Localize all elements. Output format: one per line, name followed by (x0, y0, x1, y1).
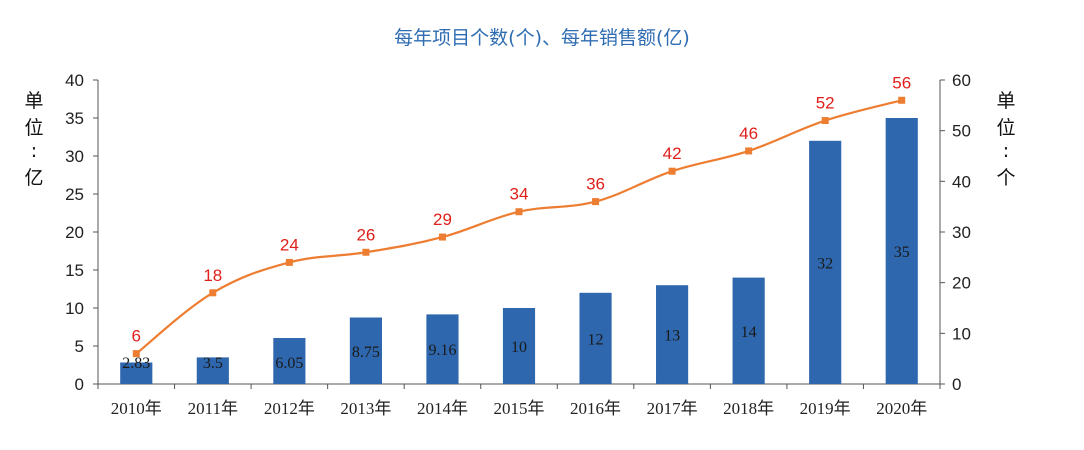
left-tick-label: 15 (65, 261, 84, 280)
line-data-label: 42 (663, 144, 682, 163)
right-tick-label: 10 (952, 324, 971, 343)
bar (196, 357, 229, 384)
bar-data-label: 9.16 (428, 342, 456, 359)
bar (732, 277, 765, 384)
x-tick-label: 2017年 (647, 399, 698, 418)
left-tick-label: 25 (65, 185, 84, 204)
right-axis-label: 单 位 : 个 (996, 90, 1015, 189)
right-axis-label-char: : (1003, 140, 1009, 162)
bar (885, 118, 918, 384)
line-data-label: 34 (510, 185, 529, 204)
line-point (362, 248, 370, 256)
x-tick-label: 2015年 (494, 399, 545, 418)
bar-data-label: 8.75 (352, 344, 380, 361)
line-point (285, 258, 293, 266)
line-point (745, 147, 753, 155)
line-point (668, 167, 676, 175)
right-tick-label: 0 (952, 375, 961, 394)
left-tick-label: 35 (65, 109, 84, 128)
right-axis-label-char: 个 (996, 167, 1015, 189)
line-point (592, 198, 600, 206)
line-point (438, 233, 446, 241)
line-point (209, 289, 217, 297)
x-tick-label: 2016年 (570, 399, 621, 418)
line-point (515, 208, 523, 216)
bar (426, 314, 459, 384)
line-data-label: 46 (739, 124, 758, 143)
bar (809, 140, 842, 384)
left-axis-label-char: 亿 (24, 167, 43, 189)
bar-data-label: 10 (511, 339, 527, 356)
bar (273, 338, 306, 384)
x-tick-label: 2011年 (188, 399, 238, 418)
left-axis-label-char: 单 (24, 90, 43, 112)
right-axis-label-char: 单 (996, 90, 1015, 112)
chart-title: 每年项目个数(个)、每年销售额(亿) (394, 27, 690, 49)
left-tick-label: 5 (75, 337, 84, 356)
bar-data-label: 35 (894, 244, 910, 261)
left-tick-label: 20 (65, 223, 84, 242)
bar-data-label: 6.05 (275, 355, 303, 372)
right-tick-label: 30 (952, 223, 971, 242)
line-data-label: 29 (433, 210, 452, 229)
line-data-label: 26 (356, 225, 375, 244)
bar-data-label: 3.5 (203, 355, 223, 372)
line-point (898, 96, 906, 104)
bar-data-label: 13 (664, 328, 680, 345)
line-data-label: 18 (203, 266, 222, 285)
x-tick-label: 2012年 (264, 399, 315, 418)
line-point (821, 117, 829, 125)
left-tick-label: 40 (65, 71, 84, 90)
left-axis-label: 单 位 : 亿 (24, 90, 43, 189)
line-data-label: 56 (892, 73, 911, 92)
right-tick-label: 60 (952, 71, 971, 90)
line-data-label: 36 (586, 175, 605, 194)
bar (579, 292, 612, 384)
left-tick-label: 0 (75, 375, 84, 394)
line-data-label: 6 (132, 327, 141, 346)
right-axis-label-char: 位 (996, 117, 1015, 139)
line-point (132, 350, 140, 358)
right-tick-label: 50 (952, 122, 971, 141)
right-tick-label: 20 (952, 274, 971, 293)
bar (349, 317, 382, 384)
x-tick-label: 2013年 (340, 399, 391, 418)
x-tick-label: 2019年 (800, 399, 851, 418)
bar-data-label: 12 (588, 331, 604, 348)
left-axis-label-char: : (31, 140, 37, 162)
bar-data-label: 2.83 (122, 355, 150, 372)
x-tick-label: 2010年 (111, 399, 162, 418)
left-tick-label: 30 (65, 147, 84, 166)
x-tick-label: 2018年 (723, 399, 774, 418)
right-tick-label: 40 (952, 172, 971, 191)
x-tick-label: 2014年 (417, 399, 468, 418)
x-tick-label: 2020年 (876, 399, 927, 418)
bar (502, 308, 536, 384)
plot-area: 0 5 10 15 20 25 30 35 40 0 10 20 30 40 50 60 2010年 2011年 2… (65, 71, 971, 418)
bar (120, 362, 153, 384)
left-tick-label: 10 (65, 299, 84, 318)
left-axis-label-char: 位 (24, 117, 43, 139)
bar (656, 285, 689, 384)
line-data-label: 52 (816, 94, 835, 113)
bar-data-label: 32 (817, 255, 833, 272)
line-data-label: 24 (280, 235, 299, 254)
bar-data-label: 14 (741, 324, 757, 341)
